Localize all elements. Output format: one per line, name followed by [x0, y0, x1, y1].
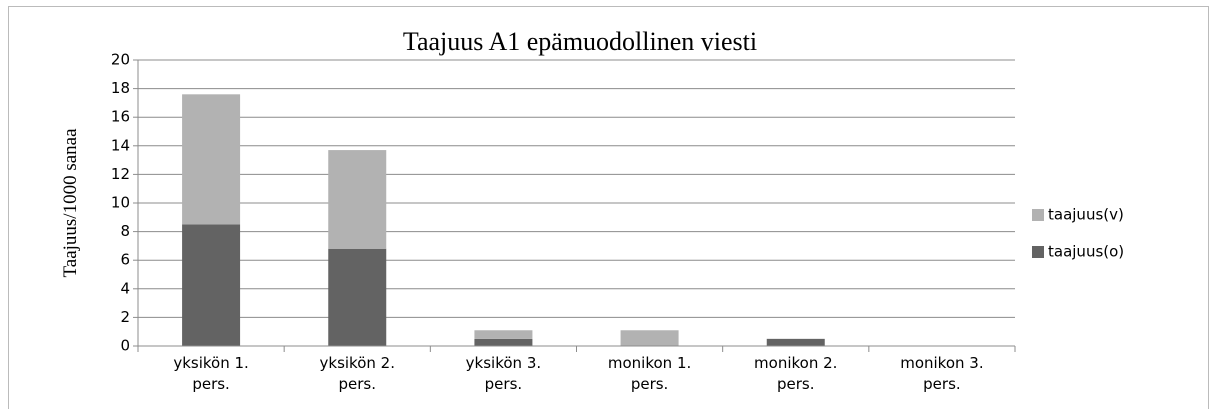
- legend-swatch: [1032, 246, 1044, 258]
- legend-swatch: [1032, 209, 1044, 221]
- y-tick-label: 2: [120, 308, 130, 326]
- x-tick-label-line: pers.: [192, 375, 230, 393]
- x-tick-label-line: yksikön 3.: [466, 354, 541, 372]
- x-tick-label-line: monikon 1.: [608, 354, 691, 372]
- bar-segment: [182, 224, 241, 346]
- x-tick-label: yksikön 2. pers.: [320, 354, 395, 393]
- y-tick-label: 8: [120, 222, 130, 240]
- y-axis-label: Taajuus/1000 sanaa: [60, 128, 81, 278]
- chart-frame: [8, 6, 1209, 409]
- x-tick-label: monikon 3. pers.: [900, 354, 983, 393]
- bar-segment: [182, 94, 241, 225]
- y-tick-label: 0: [120, 337, 130, 355]
- x-tick-label-line: pers.: [485, 375, 523, 393]
- y-tick-label: 6: [120, 251, 130, 269]
- x-tick-label: monikon 1. pers.: [608, 354, 691, 393]
- x-tick-label-line: pers.: [339, 375, 377, 393]
- bar-segment: [328, 150, 387, 249]
- y-tick-label: 4: [120, 279, 130, 297]
- bar-segment: [474, 330, 533, 339]
- x-tick-label-line: yksikön 1.: [173, 354, 248, 372]
- x-tick-label: yksikön 1. pers.: [173, 354, 248, 393]
- chart-title: Taajuus A1 epämuodollinen viesti: [403, 27, 757, 56]
- x-tick-label-line: pers.: [631, 375, 669, 393]
- bar-segment: [620, 330, 679, 346]
- y-tick-label: 16: [111, 108, 130, 126]
- y-tick-label: 14: [111, 136, 130, 154]
- y-tick-label: 20: [111, 51, 130, 69]
- legend-label: taajuus(o): [1048, 243, 1124, 261]
- legend-label: taajuus(v): [1048, 206, 1124, 224]
- x-tick-label-line: pers.: [923, 375, 961, 393]
- x-tick-label-line: yksikön 2.: [320, 354, 395, 372]
- y-tick-label: 18: [111, 79, 130, 97]
- x-tick-label: yksikön 3. pers.: [466, 354, 541, 393]
- y-tick-label: 10: [111, 194, 130, 212]
- y-tick-label: 12: [111, 165, 130, 183]
- x-tick-label-line: pers.: [777, 375, 815, 393]
- bar-segment: [474, 338, 533, 346]
- x-tick-label-line: monikon 2.: [754, 354, 837, 372]
- bar-segment: [328, 248, 387, 346]
- x-tick-label-line: monikon 3.: [900, 354, 983, 372]
- x-tick-label: monikon 2. pers.: [754, 354, 837, 393]
- bar-segment: [766, 338, 825, 346]
